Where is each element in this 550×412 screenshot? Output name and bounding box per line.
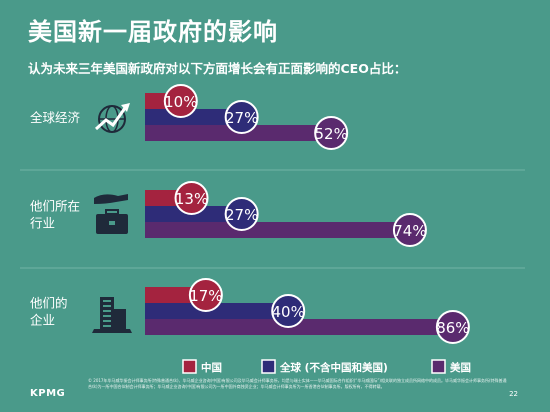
hand (94, 194, 128, 204)
buildings-icon (92, 297, 132, 333)
building-window (103, 320, 111, 322)
category-label: 他们的 (30, 296, 68, 311)
data-label: 74% (393, 222, 426, 240)
value-bubble (188, 278, 223, 312)
page-number: 22 (509, 390, 518, 398)
value-bubble (174, 181, 209, 215)
legend-label: 中国 (201, 361, 222, 374)
category-label: 他们所在 (30, 199, 80, 214)
briefcase-hand-icon (94, 194, 128, 234)
bar (145, 319, 453, 335)
building-short (114, 309, 126, 329)
legend-label: 全球 (不含中国和美国) (279, 361, 388, 374)
data-label: 27% (225, 109, 258, 127)
briefcase-handle (105, 209, 119, 215)
building-window (103, 305, 111, 307)
data-label: 13% (175, 190, 208, 208)
legend-swatch (431, 359, 446, 374)
page-title: 美国新一届政府的影响 (28, 18, 278, 46)
footer-copyright: © 2017年毕马威华振会计师事务所(特殊普通合伙)、毕马威企业咨询(中国)有限… (88, 378, 507, 389)
value-bubble (224, 197, 259, 231)
kpmg-logo: KPMG (30, 388, 66, 399)
legend-label: 美国 (450, 361, 471, 374)
legend-swatch (182, 359, 197, 374)
bar (145, 303, 289, 319)
page-subtitle: 认为未来三年美国新政府对以下方面增长会有正面影响的CEO占比： (28, 61, 407, 76)
value-bubble (163, 84, 198, 118)
data-label: 27% (225, 206, 258, 224)
globe-growth-icon (94, 103, 130, 133)
building-window (103, 300, 111, 302)
value-bubble (314, 116, 349, 150)
data-label: 86% (436, 319, 469, 337)
building-base (92, 329, 132, 333)
legend-swatch (261, 359, 276, 374)
data-label: 10% (164, 93, 197, 111)
category-label: 企业 (30, 313, 55, 328)
value-bubble (271, 294, 306, 328)
value-bubble (224, 100, 259, 134)
data-label: 52% (314, 125, 347, 143)
building-window (103, 310, 111, 312)
building-window (103, 325, 111, 327)
category-label: 全球经济 (30, 110, 81, 125)
data-label: 17% (189, 287, 222, 305)
growth-line (94, 107, 127, 131)
briefcase-clasp (109, 221, 115, 225)
value-bubble (435, 310, 470, 344)
data-label: 40% (272, 303, 305, 321)
bar (145, 222, 410, 238)
value-bubble (392, 213, 427, 247)
building-window (103, 315, 111, 317)
growth-arrow (121, 103, 130, 112)
category-label: 行业 (30, 216, 55, 231)
